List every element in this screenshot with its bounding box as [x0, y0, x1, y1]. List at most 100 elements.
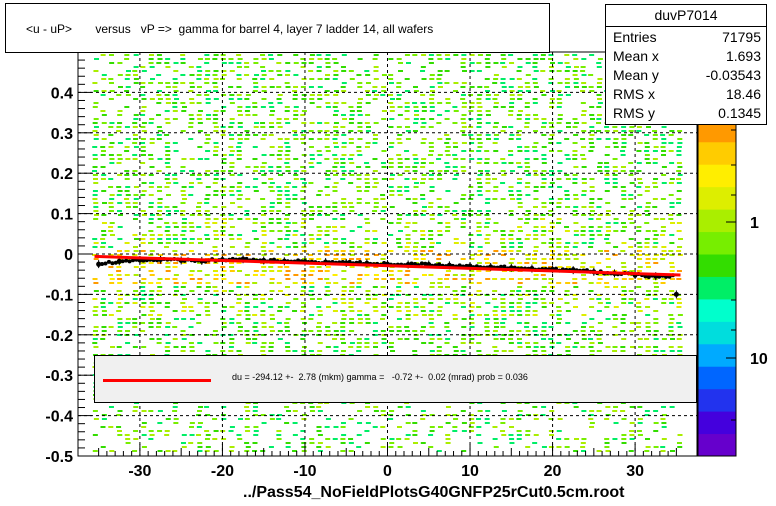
heatmap-cell: [533, 118, 539, 120]
heatmap-cell: [532, 330, 538, 332]
heatmap-cell: [373, 310, 379, 312]
heatmap-cell: [188, 186, 194, 188]
heatmap-cell: [484, 262, 490, 264]
heatmap-cell: [317, 350, 323, 352]
heatmap-cell: [476, 230, 482, 232]
heatmap-cell: [556, 70, 562, 72]
heatmap-cell: [348, 142, 354, 144]
heatmap-cell: [389, 106, 395, 108]
heatmap-cell: [405, 314, 411, 316]
heatmap-cell: [341, 134, 347, 136]
heatmap-cell: [533, 114, 539, 116]
heatmap-cell: [429, 218, 435, 220]
heatmap-cell: [597, 402, 603, 404]
heatmap-cell: [245, 114, 251, 116]
heatmap-cell: [125, 318, 131, 320]
heatmap-cell: [453, 54, 459, 56]
heatmap-cell: [237, 270, 243, 272]
heatmap-cell: [181, 446, 187, 448]
heatmap-cell: [268, 58, 274, 60]
heatmap-cell: [588, 226, 594, 228]
heatmap-cell: [276, 166, 282, 168]
heatmap-cell: [100, 306, 106, 308]
heatmap-cell: [492, 334, 498, 336]
heatmap-cell: [540, 298, 546, 300]
heatmap-cell: [548, 242, 554, 244]
heatmap-cell: [268, 102, 274, 104]
heatmap-cell: [132, 234, 138, 236]
heatmap-cell: [413, 278, 419, 280]
heatmap-cell: [116, 274, 122, 276]
heatmap-cell: [229, 118, 235, 120]
heatmap-cell: [373, 54, 379, 56]
heatmap-cell: [285, 158, 291, 160]
heatmap-cell: [492, 262, 498, 264]
heatmap-cell: [500, 62, 506, 64]
heatmap-cell: [436, 198, 442, 200]
heatmap-cell: [173, 274, 179, 276]
heatmap-cell: [397, 302, 403, 304]
profile-point: [437, 262, 442, 267]
heatmap-cell: [316, 406, 322, 408]
heatmap-cell: [276, 222, 282, 224]
heatmap-cell: [445, 330, 451, 332]
heatmap-cell: [453, 218, 459, 220]
heatmap-cell: [477, 54, 483, 56]
heatmap-cell: [564, 194, 570, 196]
heatmap-cell: [92, 170, 98, 172]
heatmap-cell: [549, 98, 555, 100]
heatmap-cell: [213, 274, 219, 276]
heatmap-cell: [445, 414, 451, 416]
heatmap-cell: [509, 134, 515, 136]
heatmap-cell: [157, 210, 163, 212]
heatmap-cell: [141, 234, 147, 236]
heatmap-cell: [485, 210, 491, 212]
heatmap-cell: [253, 190, 259, 192]
heatmap-cell: [364, 218, 370, 220]
heatmap-cell: [372, 178, 378, 180]
heatmap-cell: [157, 186, 163, 188]
heatmap-cell: [589, 210, 595, 212]
heatmap-cell: [244, 110, 250, 112]
heatmap-cell: [348, 442, 354, 444]
heatmap-cell: [365, 322, 371, 324]
heatmap-cell: [549, 126, 555, 128]
heatmap-cell: [180, 302, 186, 304]
heatmap-cell: [277, 194, 283, 196]
heatmap-cell: [469, 254, 475, 256]
heatmap-cell: [460, 410, 466, 412]
heatmap-cell: [244, 330, 250, 332]
stats-box: duvP7014 Entries 71795 Mean x 1.693 Mean…: [605, 4, 767, 125]
heatmap-cell: [157, 286, 163, 288]
heatmap-cell: [324, 158, 330, 160]
heatmap-cell: [333, 126, 339, 128]
heatmap-cell: [461, 194, 467, 196]
heatmap-cell: [510, 198, 516, 200]
heatmap-cell: [333, 146, 339, 148]
heatmap-cell: [548, 210, 554, 212]
heatmap-cell: [237, 330, 243, 332]
y-tick-label: 0: [64, 247, 73, 264]
heatmap-cell: [261, 154, 267, 156]
heatmap-cell: [444, 302, 450, 304]
heatmap-cell: [245, 410, 251, 412]
heatmap-cell: [253, 330, 259, 332]
heatmap-cell: [133, 250, 139, 252]
heatmap-cell: [132, 450, 138, 452]
heatmap-cell: [508, 138, 514, 140]
heatmap-cell: [364, 274, 370, 276]
heatmap-cell: [477, 246, 483, 248]
heatmap-cell: [517, 266, 523, 268]
heatmap-cell: [404, 246, 410, 248]
heatmap-cell: [141, 422, 147, 424]
heatmap-cell: [340, 250, 346, 252]
heatmap-cell: [566, 126, 572, 128]
heatmap-cell: [148, 314, 154, 316]
heatmap-cell: [484, 202, 490, 204]
heatmap-cell: [148, 174, 154, 176]
heatmap-cell: [604, 170, 610, 172]
heatmap-cell: [157, 422, 163, 424]
heatmap-cell: [204, 222, 210, 224]
heatmap-cell: [453, 298, 459, 300]
heatmap-cell: [532, 406, 538, 408]
